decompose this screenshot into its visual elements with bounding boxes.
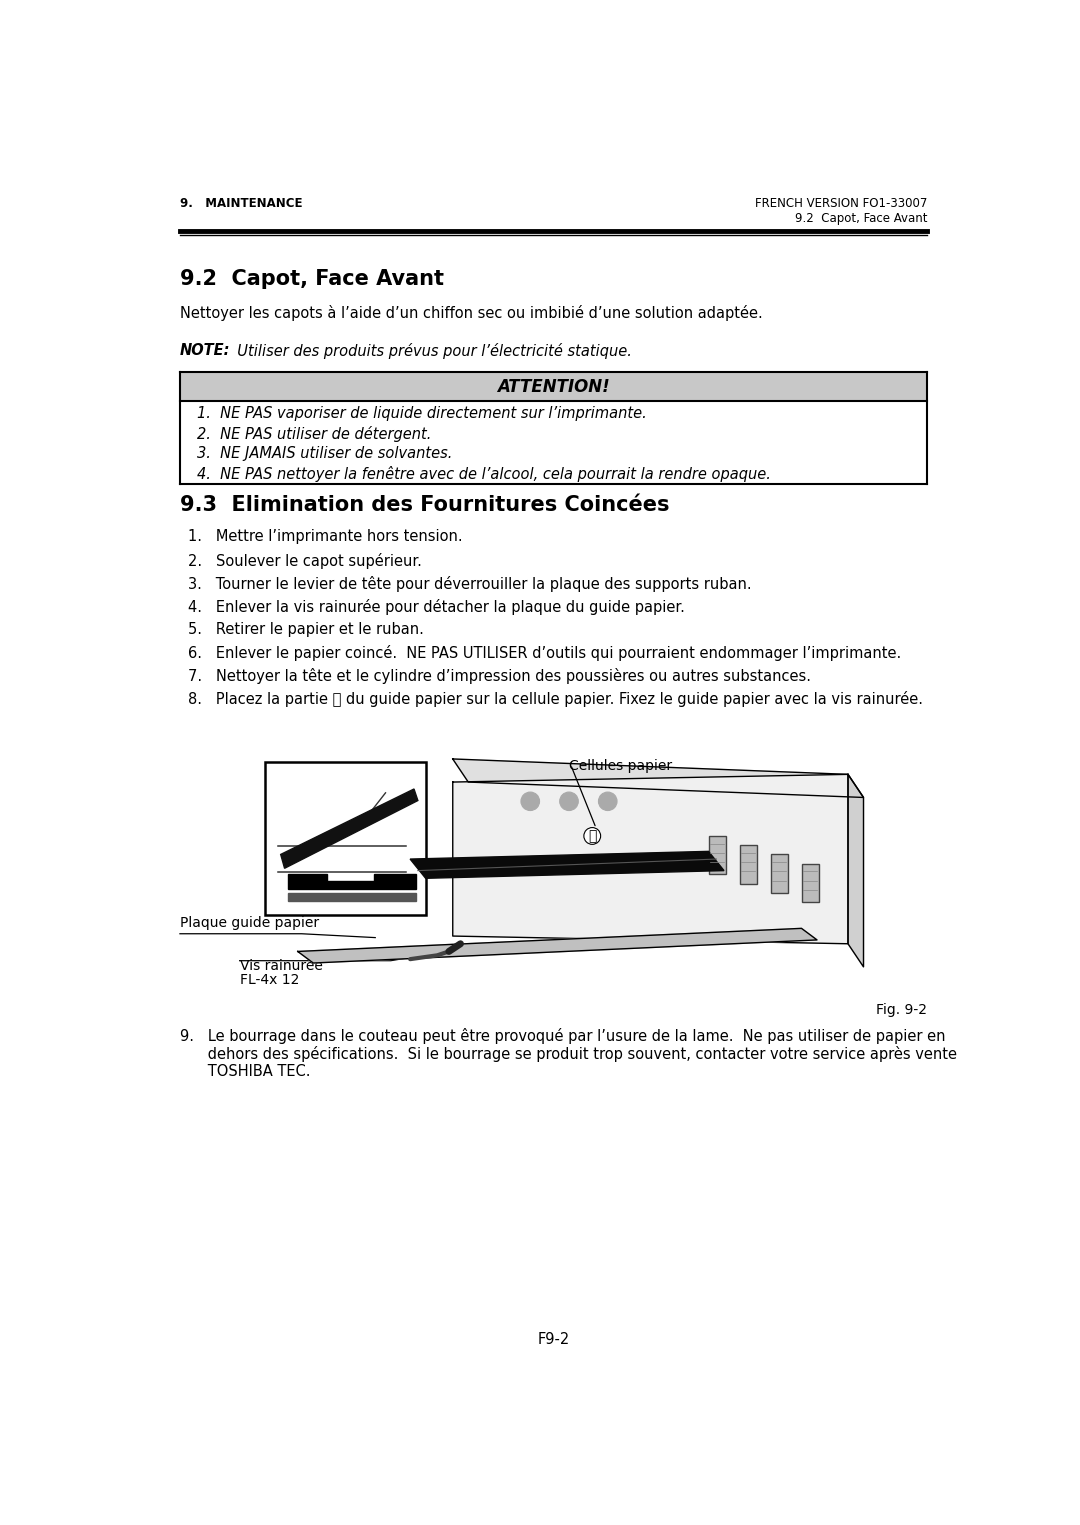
- Text: 7.   Nettoyer la tête et le cylindre d’impression des poussières ou autres subst: 7. Nettoyer la tête et le cylindre d’imp…: [188, 668, 811, 685]
- Polygon shape: [281, 788, 418, 868]
- Text: 2.  NE PAS utiliser de détergent.: 2. NE PAS utiliser de détergent.: [197, 427, 431, 442]
- Bar: [266, 762, 426, 915]
- Text: Vis rainurée: Vis rainurée: [240, 959, 323, 973]
- Text: 9.3  Elimination des Fournitures Coincées: 9.3 Elimination des Fournitures Coincées: [180, 494, 670, 515]
- Bar: [770, 854, 787, 894]
- Bar: [180, 372, 927, 401]
- Text: 4.  NE PAS nettoyer la fenêtre avec de l’alcool, cela pourrait la rendre opaque.: 4. NE PAS nettoyer la fenêtre avec de l’…: [197, 467, 771, 482]
- Circle shape: [598, 791, 617, 811]
- Polygon shape: [410, 851, 724, 878]
- Bar: [708, 836, 726, 874]
- Polygon shape: [288, 894, 416, 901]
- Polygon shape: [288, 874, 416, 889]
- Text: Nettoyer les capots à l’aide d’un chiffon sec ou imbibié d’une solution adaptée.: Nettoyer les capots à l’aide d’un chiffo…: [180, 305, 762, 320]
- Text: 9.2  Capot, Face Avant: 9.2 Capot, Face Avant: [180, 270, 444, 290]
- Text: FRENCH VERSION FO1-33007: FRENCH VERSION FO1-33007: [755, 197, 927, 209]
- Text: 5.   Retirer le papier et le ruban.: 5. Retirer le papier et le ruban.: [188, 622, 423, 637]
- Bar: [180, 401, 927, 483]
- Circle shape: [559, 791, 578, 811]
- Text: 4.   Enlever la vis rainurée pour détacher la plaque du guide papier.: 4. Enlever la vis rainurée pour détacher…: [188, 599, 685, 615]
- Polygon shape: [848, 775, 864, 967]
- Text: FL-4x 12: FL-4x 12: [240, 973, 299, 987]
- Polygon shape: [453, 759, 864, 798]
- Bar: [801, 863, 819, 903]
- Text: 1.   Mettre l’imprimante hors tension.: 1. Mettre l’imprimante hors tension.: [188, 529, 462, 544]
- Text: 6.   Enlever le papier coincé.  NE PAS UTILISER d’outils qui pourraient endommag: 6. Enlever le papier coincé. NE PAS UTIL…: [188, 645, 901, 660]
- Polygon shape: [453, 775, 848, 944]
- Bar: [740, 845, 757, 883]
- Text: 3.   Tourner le levier de tête pour déverrouiller la plaque des supports ruban.: 3. Tourner le levier de tête pour déverr…: [188, 576, 752, 592]
- Text: TOSHIBA TEC.: TOSHIBA TEC.: [180, 1064, 310, 1078]
- Text: 9.2  Capot, Face Avant: 9.2 Capot, Face Avant: [795, 212, 927, 224]
- Circle shape: [521, 791, 540, 811]
- Text: Utiliser des produits prévus pour l’électricité statique.: Utiliser des produits prévus pour l’élec…: [228, 343, 632, 360]
- Text: 8.   Placez la partie Ⓑ du guide papier sur la cellule papier. Fixez le guide pa: 8. Placez la partie Ⓑ du guide papier su…: [188, 691, 922, 708]
- Text: NOTE:: NOTE:: [180, 343, 230, 358]
- Text: Ⓑ: Ⓑ: [589, 830, 596, 843]
- Text: 1.  NE PAS vaporiser de liquide directement sur l’imprimante.: 1. NE PAS vaporiser de liquide directeme…: [197, 406, 647, 421]
- Text: Plaque guide papier: Plaque guide papier: [180, 917, 319, 930]
- Polygon shape: [298, 929, 816, 962]
- Text: Ⓑ: Ⓑ: [377, 875, 384, 888]
- Text: Cellules papier: Cellules papier: [569, 759, 672, 773]
- Text: ATTENTION!: ATTENTION!: [497, 378, 610, 396]
- Text: dehors des spécifications.  Si le bourrage se produit trop souvent, contacter vo: dehors des spécifications. Si le bourrag…: [180, 1046, 957, 1063]
- Text: 2.   Soulever le capot supérieur.: 2. Soulever le capot supérieur.: [188, 552, 421, 569]
- Text: 9.   MAINTENANCE: 9. MAINTENANCE: [180, 197, 302, 209]
- Text: F9-2: F9-2: [538, 1331, 569, 1347]
- Text: 9.   Le bourrage dans le couteau peut être provoqué par l’usure de la lame.  Ne : 9. Le bourrage dans le couteau peut être…: [180, 1028, 945, 1045]
- Text: 3.  NE JAMAIS utiliser de solvantes.: 3. NE JAMAIS utiliser de solvantes.: [197, 447, 453, 462]
- Text: Fig. 9-2: Fig. 9-2: [876, 1003, 927, 1017]
